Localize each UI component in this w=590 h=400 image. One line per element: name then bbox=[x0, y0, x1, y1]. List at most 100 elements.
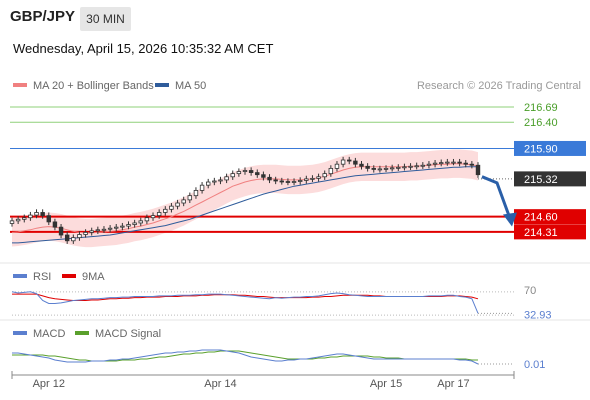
rsi-tick-1: 32.93 bbox=[524, 309, 552, 321]
candle-76 bbox=[475, 162, 481, 178]
candle-body-7 bbox=[52, 221, 58, 228]
candle-65 bbox=[408, 163, 413, 170]
level-tag-4 bbox=[514, 209, 586, 225]
candle-body-20 bbox=[132, 222, 137, 225]
macd-signal-swatch bbox=[75, 331, 89, 336]
candle-body-25 bbox=[163, 208, 168, 213]
macd-line bbox=[12, 349, 479, 365]
candle-body-54 bbox=[340, 159, 346, 165]
candle-21 bbox=[138, 217, 143, 227]
x-tick-label-2: Apr 15 bbox=[370, 378, 402, 390]
legend-ma50-label: MA 50 bbox=[175, 80, 207, 92]
candle-body-33 bbox=[212, 180, 217, 183]
candle-39 bbox=[248, 167, 254, 176]
candle-34 bbox=[218, 176, 223, 185]
candle-26 bbox=[169, 203, 174, 213]
chart-datetime: Wednesday, April 15, 2026 10:35:32 AM CE… bbox=[13, 41, 274, 56]
rsi-tick-0: 70 bbox=[524, 285, 536, 297]
candle-body-66 bbox=[414, 165, 419, 168]
candle-body-10 bbox=[71, 237, 76, 242]
candle-35 bbox=[224, 173, 229, 184]
candle-body-29 bbox=[187, 195, 193, 201]
candle-10 bbox=[71, 234, 76, 244]
candle-body-14 bbox=[95, 229, 101, 232]
candle-body-15 bbox=[101, 228, 107, 231]
legend-bollinger: MA 20 + Bollinger Bands bbox=[13, 80, 154, 92]
candle-0 bbox=[9, 217, 15, 227]
candle-body-37 bbox=[236, 171, 242, 175]
candle-50 bbox=[316, 173, 321, 182]
level-label-0: 216.69 bbox=[524, 102, 558, 114]
candle-51 bbox=[322, 170, 327, 180]
candle-38 bbox=[242, 167, 248, 175]
candle-32 bbox=[205, 178, 211, 189]
candle-57 bbox=[359, 161, 364, 170]
candle-body-6 bbox=[46, 215, 52, 223]
candle-body-47 bbox=[297, 180, 303, 182]
candle-body-50 bbox=[316, 176, 321, 179]
forecast-arrow-line bbox=[481, 175, 512, 220]
candle-12 bbox=[83, 229, 88, 238]
candle-body-61 bbox=[383, 167, 389, 170]
ma50-line bbox=[12, 166, 478, 244]
candle-2 bbox=[22, 214, 27, 223]
level-tag-3 bbox=[514, 171, 586, 187]
candle-body-2 bbox=[22, 217, 27, 220]
candle-body-59 bbox=[371, 167, 376, 170]
candle-22 bbox=[144, 214, 150, 224]
candle-body-12 bbox=[83, 231, 88, 235]
candle-15 bbox=[101, 226, 107, 233]
candle-body-43 bbox=[273, 179, 278, 182]
candle-body-70 bbox=[438, 162, 444, 165]
candle-body-64 bbox=[402, 166, 407, 169]
candle-body-53 bbox=[334, 163, 340, 169]
candle-59 bbox=[371, 165, 376, 173]
candle-66 bbox=[414, 162, 419, 170]
candle-31 bbox=[199, 182, 205, 194]
candle-27 bbox=[175, 199, 180, 210]
candle-body-40 bbox=[255, 172, 260, 176]
candle-17 bbox=[114, 224, 119, 232]
candle-14 bbox=[95, 226, 101, 234]
candle-67 bbox=[420, 162, 426, 169]
candle-74 bbox=[463, 160, 468, 168]
candle-18 bbox=[120, 222, 125, 231]
macd-signal-line bbox=[12, 350, 478, 362]
candle-40 bbox=[255, 169, 260, 178]
candle-1 bbox=[15, 216, 21, 224]
candle-body-22 bbox=[144, 217, 150, 222]
candle-body-5 bbox=[40, 212, 45, 217]
x-tick-label-1: Apr 14 bbox=[204, 378, 236, 390]
legend-rsi-ma: 9MA bbox=[62, 271, 105, 283]
candle-53 bbox=[334, 161, 340, 172]
candle-body-49 bbox=[310, 177, 315, 180]
level-label-1: 216.40 bbox=[524, 117, 558, 129]
candle-71 bbox=[445, 158, 450, 166]
bollinger-swatch bbox=[13, 83, 27, 88]
candle-body-24 bbox=[156, 212, 162, 217]
legend-rsi-ma-label: 9MA bbox=[82, 271, 105, 283]
candle-body-55 bbox=[347, 159, 352, 162]
timeframe-button[interactable]: 30 MIN bbox=[80, 7, 131, 31]
candle-body-32 bbox=[205, 181, 211, 186]
candle-62 bbox=[389, 164, 395, 172]
candle-47 bbox=[297, 177, 303, 185]
forecast-arrow-head bbox=[503, 212, 517, 227]
candle-body-71 bbox=[445, 161, 450, 164]
candle-body-3 bbox=[28, 214, 33, 219]
candle-body-41 bbox=[261, 174, 266, 178]
candle-body-65 bbox=[408, 165, 413, 168]
candle-body-27 bbox=[175, 202, 180, 207]
x-tick-label-3: Apr 17 bbox=[437, 378, 469, 390]
candle-body-73 bbox=[457, 161, 462, 164]
candle-25 bbox=[163, 206, 168, 216]
rsi-swatch bbox=[13, 274, 27, 279]
legend-macd-label: MACD bbox=[33, 328, 66, 340]
level-label-4: 214.60 bbox=[524, 212, 558, 224]
candle-63 bbox=[396, 164, 401, 172]
copyright-text: Research © 2026 Trading Central bbox=[416, 80, 581, 92]
candle-body-11 bbox=[77, 234, 82, 239]
candle-6 bbox=[46, 212, 52, 226]
candle-body-48 bbox=[304, 178, 309, 181]
